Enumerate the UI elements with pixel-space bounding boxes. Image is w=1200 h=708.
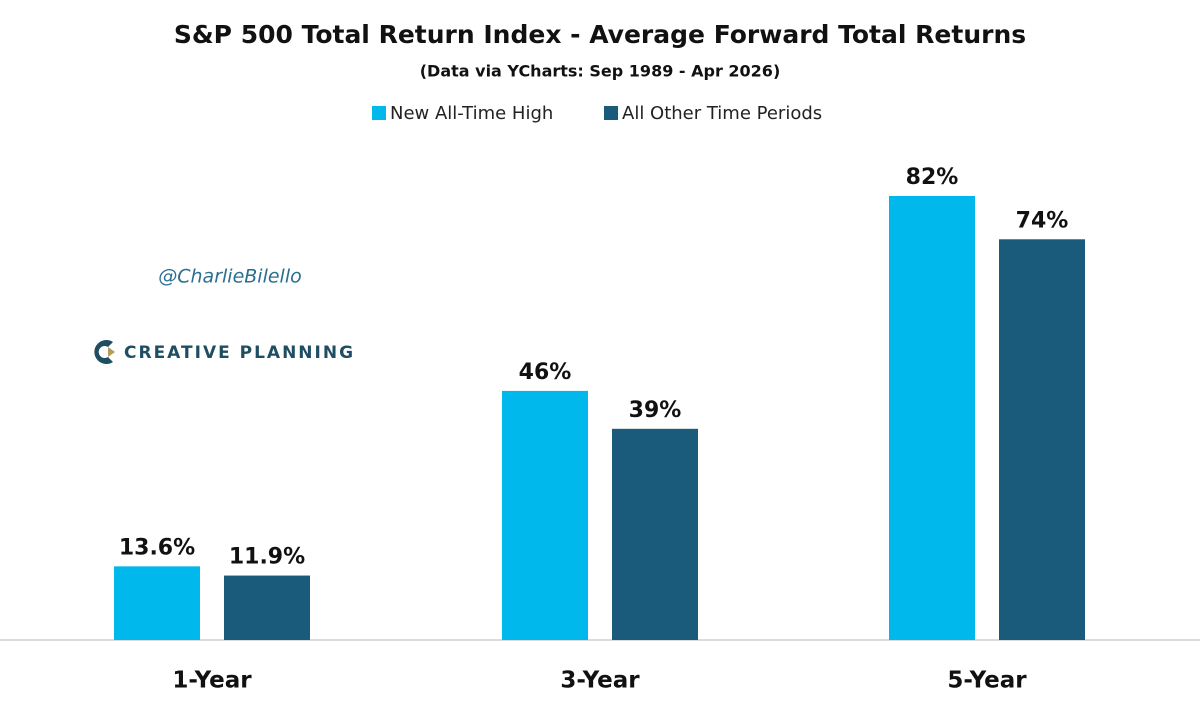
- logo: [94, 340, 115, 364]
- logo-icon: [94, 340, 113, 364]
- value-label: 74%: [1016, 208, 1069, 233]
- bar: [999, 239, 1085, 641]
- x-tick-label: 3-Year: [560, 668, 640, 694]
- watermark-logo: CREATIVE PLANNING: [124, 343, 355, 363]
- chart-subtitle: (Data via YCharts: Sep 1989 - Apr 2026): [420, 62, 781, 81]
- value-label: 82%: [906, 165, 959, 190]
- watermark-handle: @CharlieBilello: [158, 266, 301, 288]
- bar: [612, 428, 698, 640]
- x-tick-label: 5-Year: [947, 668, 1027, 694]
- x-tick-label: 1-Year: [172, 668, 252, 694]
- value-label: 11.9%: [229, 545, 305, 570]
- logo-icon-accent: [108, 347, 115, 357]
- value-label: 13.6%: [119, 535, 195, 560]
- bar: [114, 566, 200, 640]
- legend-swatch: [604, 106, 618, 120]
- legend-swatch: [372, 106, 386, 120]
- bar: [502, 390, 588, 640]
- bar: [224, 575, 310, 640]
- legend-label: All Other Time Periods: [622, 103, 822, 124]
- chart-title: S&P 500 Total Return Index - Average For…: [174, 20, 1026, 49]
- legend-label: New All-Time High: [390, 103, 553, 124]
- value-label: 46%: [519, 360, 572, 385]
- value-label: 39%: [629, 398, 682, 423]
- bar: [889, 195, 975, 640]
